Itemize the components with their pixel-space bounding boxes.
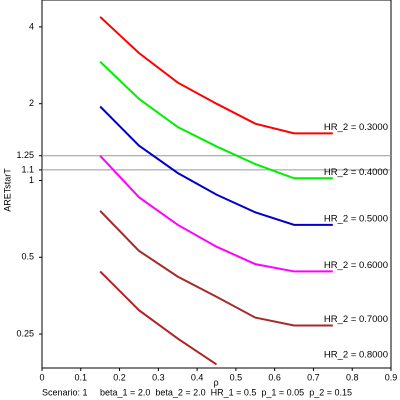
x-tick-label: 0.8 [346, 372, 359, 382]
x-tick-label: 0 [39, 372, 44, 382]
series-label: HR_2 = 0.3000 [324, 122, 388, 133]
series-line [99, 210, 333, 327]
series-line [99, 16, 333, 135]
series-label: HR_2 = 0.7000 [324, 314, 388, 325]
series-line [99, 105, 333, 226]
y-tick-label: 0.25 [16, 328, 34, 338]
series-line [99, 155, 333, 273]
series-line [99, 61, 333, 180]
x-tick-label: 0.4 [191, 372, 204, 382]
footer: Scenario: 1 beta_1 = 2.0 beta_2 = 2.0 HR… [42, 387, 352, 397]
series-label: HR_2 = 0.5000 [324, 213, 388, 224]
x-axis-label: ρ [213, 377, 218, 387]
series-label: HR_2 = 0.4000 [324, 167, 388, 178]
y-tick-label: 4 [29, 21, 34, 31]
x-tick-label: 0.3 [152, 372, 165, 382]
x-tick-label: 0.1 [75, 372, 88, 382]
x-tick-label: 0.5 [230, 372, 243, 382]
x-tick-label: 0.2 [113, 372, 126, 382]
y-axis-label: ARETstarT [2, 168, 12, 212]
y-tick-label: 2 [29, 98, 34, 108]
series-label: HR_2 = 0.6000 [324, 260, 388, 271]
y-tick-label: 1.1 [21, 164, 34, 174]
x-tick-label: 0.9 [385, 372, 398, 382]
x-tick-label: 0.7 [307, 372, 320, 382]
x-tick-label: 0.6 [268, 372, 281, 382]
y-tick-label: 0.5 [21, 252, 34, 262]
series-label: HR_2 = 0.8000 [324, 350, 388, 361]
y-tick-label: 1 [29, 175, 34, 185]
y-tick-label: 1.25 [16, 150, 34, 160]
series-line [99, 270, 218, 366]
plot-frame [41, 0, 392, 369]
